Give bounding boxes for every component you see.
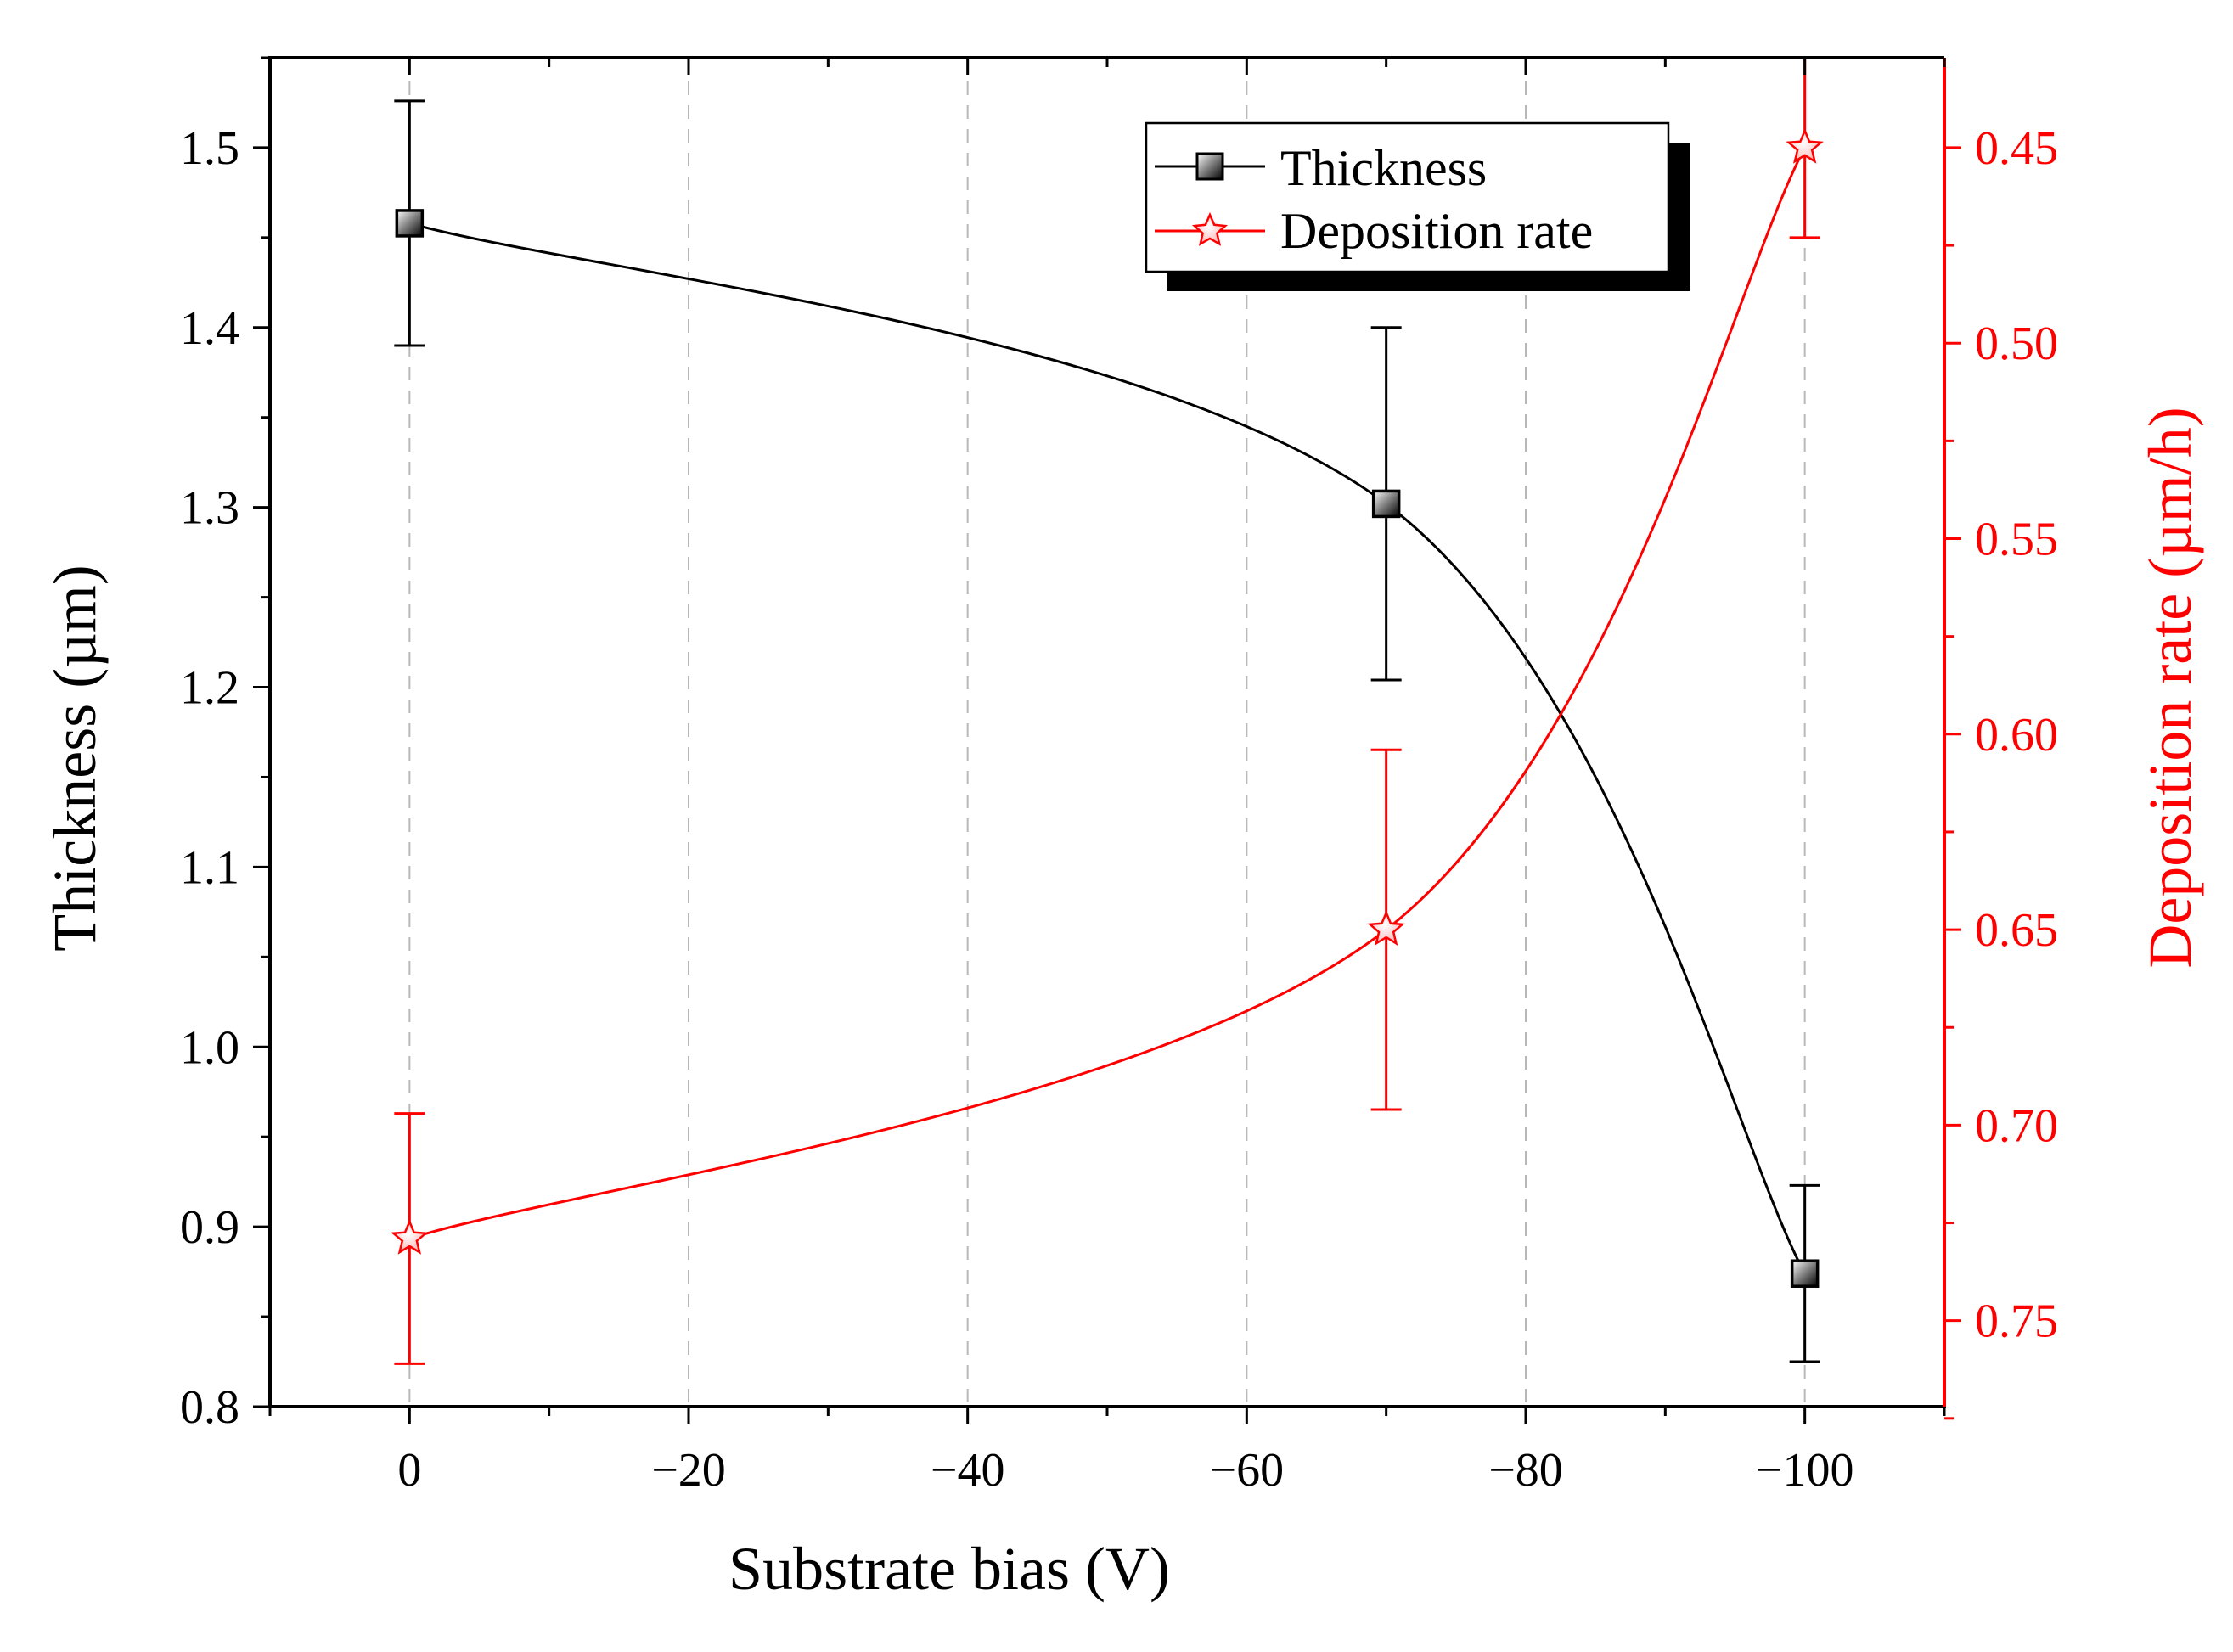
data-point-thickness-1 <box>1371 489 1401 519</box>
right-tick-label-1: 0.50 <box>1975 317 2058 370</box>
data-point-thickness-2 <box>1790 1259 1820 1288</box>
legend-rate-marker <box>1191 211 1229 246</box>
x-tick-label-0: 0 <box>397 1444 421 1497</box>
x-axis-title: Substrate bias (V) <box>728 1535 1170 1603</box>
left-tick-label-1: 0.9 <box>180 1201 239 1254</box>
ticks-layer: 0 −20 −40 −60 −80 −100 0.8 0.9 1.0 1.1 1.2 1.3 1.4 1.… <box>180 56 2058 1497</box>
right-tick-label-4: 0.65 <box>1975 904 2058 957</box>
x-tick-label-1: −20 <box>651 1444 726 1497</box>
series-layer <box>391 56 1824 1365</box>
legend-thickness-label: Thickness <box>1280 140 1487 196</box>
axes-layer <box>268 56 1946 1408</box>
series-line-1 <box>408 147 1806 1240</box>
left-tick-label-3: 1.1 <box>180 841 239 894</box>
left-tick-label-2: 1.0 <box>180 1021 239 1074</box>
legend: Thickness Deposition rate <box>1145 121 1690 291</box>
series-line-0 <box>408 222 1806 1274</box>
right-tick-label-2: 0.55 <box>1975 514 2058 566</box>
right-tick-label-5: 0.70 <box>1975 1099 2058 1152</box>
right-tick-label-0: 0.45 <box>1975 122 2058 175</box>
x-tick-label-5: −100 <box>1756 1444 1854 1497</box>
x-tick-label-2: −40 <box>931 1444 1005 1497</box>
right-axis-title: Deposition rate (µm/h) <box>2136 407 2204 968</box>
left-tick-label-7: 1.5 <box>180 122 239 175</box>
left-tick-label-4: 1.2 <box>180 662 239 715</box>
x-tick-label-3: −60 <box>1210 1444 1285 1497</box>
left-tick-label-6: 1.4 <box>180 302 239 355</box>
legend-thickness-marker <box>1195 152 1224 181</box>
left-tick-label-0: 0.8 <box>180 1381 239 1434</box>
legend-rate-label: Deposition rate <box>1280 203 1593 259</box>
data-point-rate-1 <box>1367 909 1405 946</box>
data-point-rate-0 <box>391 1218 429 1255</box>
series-0 <box>394 99 1820 1363</box>
right-tick-label-6: 0.75 <box>1975 1295 2058 1348</box>
data-point-thickness-0 <box>395 209 425 238</box>
left-tick-label-5: 1.3 <box>180 482 239 535</box>
left-axis-title: Thickness (µm) <box>41 565 109 951</box>
right-tick-label-3: 0.60 <box>1975 709 2058 761</box>
x-tick-label-4: −80 <box>1488 1444 1563 1497</box>
series-1 <box>391 56 1824 1365</box>
legend-box <box>1145 121 1670 273</box>
data-point-rate-2 <box>1786 127 1824 164</box>
